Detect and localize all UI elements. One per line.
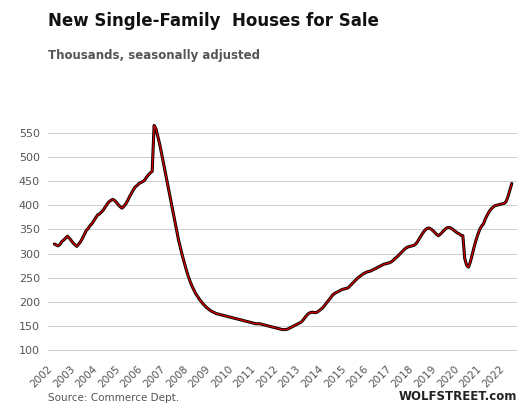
Text: New Single-Family  Houses for Sale: New Single-Family Houses for Sale <box>48 12 379 30</box>
Text: Source: Commerce Dept.: Source: Commerce Dept. <box>48 393 178 403</box>
Text: Thousands, seasonally adjusted: Thousands, seasonally adjusted <box>48 49 260 62</box>
Text: WOLFSTREET.com: WOLFSTREET.com <box>399 390 517 403</box>
